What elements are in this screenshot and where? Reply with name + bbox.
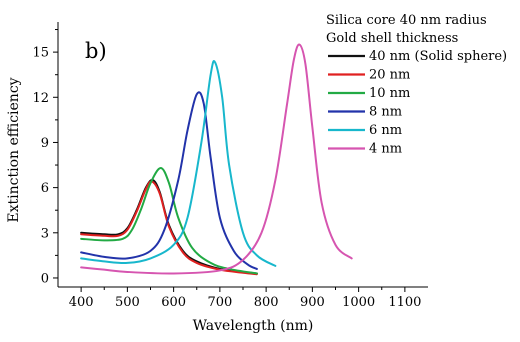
legend-heading: Silica core 40 nm radius (326, 13, 487, 28)
x-axis-title: Wavelength (nm) (193, 318, 314, 334)
y-tick-label: 12 (32, 91, 49, 106)
x-tick-label: 500 (115, 295, 140, 310)
legend-heading: Gold shell thickness (326, 31, 458, 46)
legend-entry: 10 nm (369, 86, 410, 101)
series-layer (80, 43, 353, 276)
x-tick-label: 600 (161, 295, 186, 310)
y-tick-label: 3 (41, 226, 49, 241)
legend-entry: 40 nm (Solid sphere) (369, 49, 507, 64)
legend-entry: 6 nm (369, 123, 402, 138)
series-line-4 (80, 60, 277, 267)
legend-entry: 4 nm (369, 142, 402, 157)
x-tick-label: 800 (254, 295, 279, 310)
axes: 400 500 600 700 800 900 1000 1100 0 3 6 9 12 15 (32, 22, 428, 310)
series-line-1 (80, 180, 258, 276)
y-axis-title: Extinction efficiency (6, 77, 22, 222)
x-tick-label: 700 (207, 295, 232, 310)
legend-entry: 20 nm (369, 68, 410, 83)
legend: Silica core 40 nm radius Gold shell thick… (326, 13, 507, 157)
x-tick-label: 1100 (388, 295, 421, 310)
x-tick-label: 900 (300, 295, 325, 310)
x-tick-label: 400 (69, 295, 94, 310)
legend-entry: 8 nm (369, 105, 402, 120)
panel-label: b) (85, 39, 107, 63)
series-line-5 (80, 43, 353, 275)
y-tick-label: 9 (41, 136, 49, 151)
x-tick-label: 1000 (342, 295, 375, 310)
series-line-3 (80, 91, 258, 270)
y-tick-label: 0 (41, 271, 49, 286)
y-tick-label: 15 (32, 46, 49, 61)
y-tick-label: 6 (41, 181, 49, 196)
series-line-2 (80, 167, 258, 275)
